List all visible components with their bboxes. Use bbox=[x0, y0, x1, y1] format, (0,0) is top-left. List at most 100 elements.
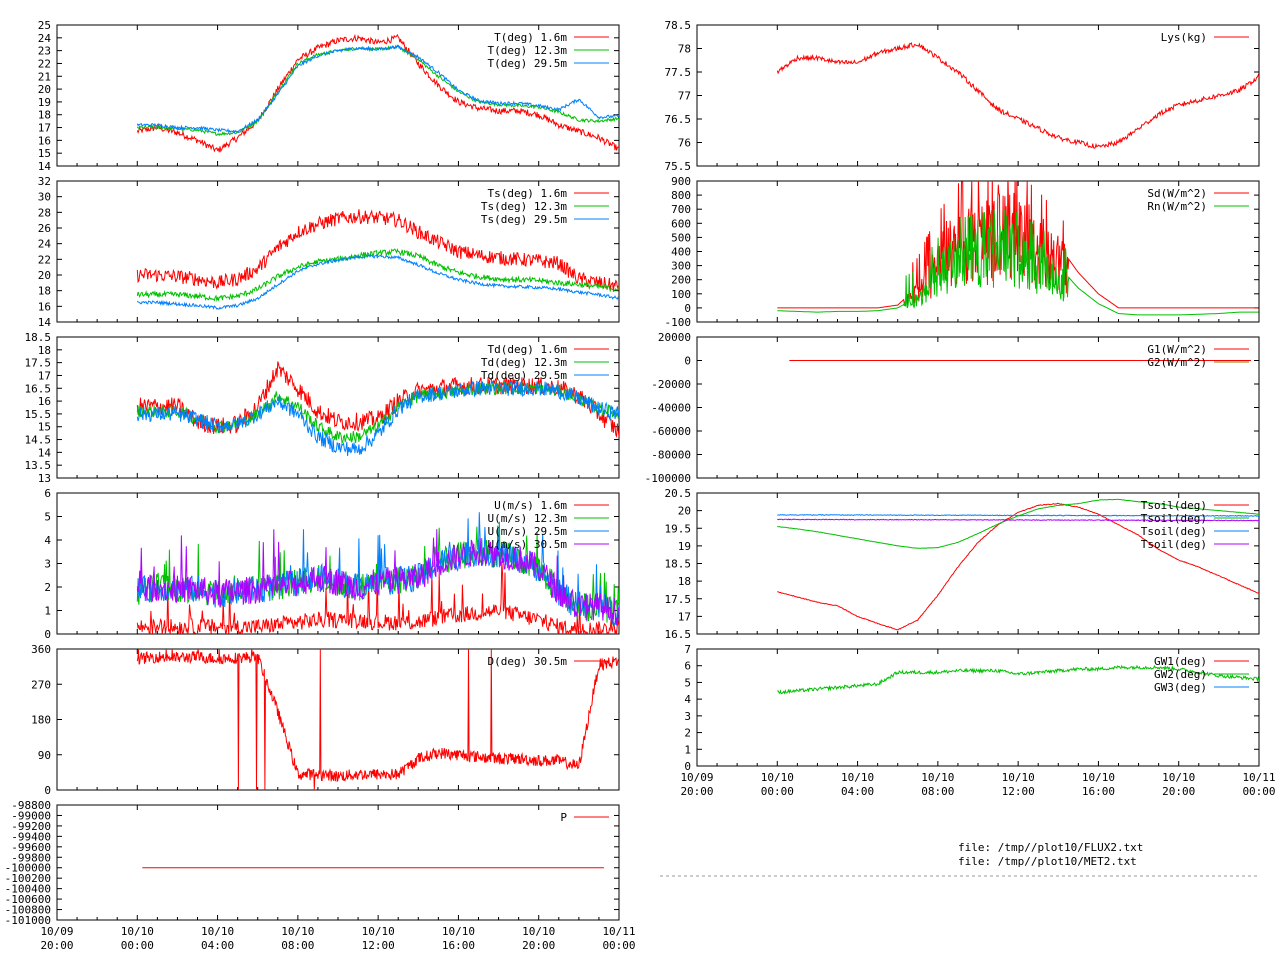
legend-label: U(m/s) 1.6m bbox=[494, 499, 567, 512]
x-tick-label-date: 10/10 bbox=[761, 771, 794, 784]
x-tick-label-time: 20:00 bbox=[1162, 785, 1195, 798]
panel-gw: 0123456710/0920:0010/1000:0010/1004:0010… bbox=[680, 643, 1275, 798]
y-tick-label: 16 bbox=[38, 300, 51, 313]
legend-label: Ts(deg) 1.6m bbox=[488, 187, 568, 200]
y-tick-label: 0 bbox=[44, 784, 51, 797]
x-tick-label-time: 16:00 bbox=[1082, 785, 1115, 798]
legend-label: U(m/s) 30.5m bbox=[488, 538, 568, 551]
y-tick-label: 0 bbox=[684, 302, 691, 315]
x-tick-label-date: 10/10 bbox=[442, 925, 475, 938]
legend-label: U(m/s) 29.5m bbox=[488, 525, 568, 538]
y-tick-label: 5 bbox=[684, 676, 691, 689]
y-tick-label: -101000 bbox=[5, 914, 51, 927]
legend-label: GW1(deg) bbox=[1154, 655, 1207, 668]
series-line-gw-1 bbox=[777, 664, 1259, 695]
y-tick-label: 77.5 bbox=[665, 66, 692, 79]
y-tick-label: 6 bbox=[684, 660, 691, 673]
x-tick-label-date: 10/11 bbox=[1242, 771, 1275, 784]
series-line-tsoil-2 bbox=[777, 514, 1259, 517]
y-tick-label: 18 bbox=[38, 344, 51, 357]
y-tick-label: 19 bbox=[678, 540, 691, 553]
file-label-met: file: /tmp//plot10/MET2.txt bbox=[958, 855, 1137, 868]
y-tick-label: 400 bbox=[671, 246, 691, 259]
legend-label: GW3(deg) bbox=[1154, 681, 1207, 694]
x-tick-label-date: 10/10 bbox=[281, 925, 314, 938]
y-tick-label: 78.5 bbox=[665, 19, 692, 32]
y-tick-label: 19 bbox=[38, 96, 51, 109]
y-tick-label: 0 bbox=[44, 628, 51, 641]
y-tick-label: 20000 bbox=[658, 331, 691, 344]
y-tick-label: 0 bbox=[684, 760, 691, 773]
y-tick-label: -100200 bbox=[5, 872, 51, 885]
y-tick-label: 16 bbox=[38, 134, 51, 147]
legend-label: P bbox=[560, 811, 567, 824]
y-tick-label: 3 bbox=[44, 558, 51, 571]
series-line-ts-0 bbox=[136, 209, 619, 292]
x-tick-label-date: 10/10 bbox=[1002, 771, 1035, 784]
y-tick-label: -100400 bbox=[5, 883, 51, 896]
y-tick-label: -98800 bbox=[11, 799, 51, 812]
x-tick-label-time: 16:00 bbox=[442, 939, 475, 952]
panel-lys: 75.5 76 76.5 77 77.5 78 78.5 Lys(kg) bbox=[665, 19, 1260, 173]
legend-label: T(deg) 1.6m bbox=[494, 31, 567, 44]
legend-label: Lys(kg) bbox=[1161, 31, 1207, 44]
x-tick-label-date: 10/10 bbox=[522, 925, 555, 938]
x-tick-label-date: 10/09 bbox=[680, 771, 713, 784]
y-tick-label: 18 bbox=[678, 575, 691, 588]
y-tick-label: 24 bbox=[38, 32, 52, 45]
y-tick-label: 18 bbox=[38, 285, 51, 298]
legend-label: D(deg) 30.5m bbox=[488, 655, 568, 668]
x-tick-label-date: 10/10 bbox=[121, 925, 154, 938]
y-tick-label: 76.5 bbox=[665, 113, 692, 126]
y-tick-label: 75.5 bbox=[665, 160, 692, 173]
y-tick-label: 180 bbox=[31, 714, 51, 727]
x-tick-label-time: 20:00 bbox=[680, 785, 713, 798]
x-tick-label-time: 12:00 bbox=[1002, 785, 1035, 798]
y-tick-label: 7 bbox=[684, 643, 691, 656]
y-tick-label: 76 bbox=[678, 137, 691, 150]
series-line-tsoil-3 bbox=[777, 518, 1259, 522]
y-tick-label: 2 bbox=[44, 581, 51, 594]
y-tick-label: 77 bbox=[678, 90, 691, 103]
y-tick-label: 20 bbox=[38, 269, 51, 282]
legend-label: Sd(W/m^2) bbox=[1147, 187, 1207, 200]
x-tick-label-time: 00:00 bbox=[121, 939, 154, 952]
y-tick-label: 20 bbox=[678, 505, 691, 518]
y-tick-label: 15 bbox=[38, 421, 51, 434]
x-tick-label-date: 10/10 bbox=[1082, 771, 1115, 784]
y-tick-label: 22 bbox=[38, 253, 51, 266]
legend-label: Rn(W/m^2) bbox=[1147, 200, 1207, 213]
x-tick-label-time: 04:00 bbox=[841, 785, 874, 798]
legend-label: Tsoil(deg) bbox=[1141, 512, 1207, 525]
y-tick-label: 22 bbox=[38, 57, 51, 70]
x-tick-label-time: 08:00 bbox=[281, 939, 314, 952]
y-tick-label: 17 bbox=[38, 369, 51, 382]
y-tick-label: 600 bbox=[671, 217, 691, 230]
series-line-ts-1 bbox=[136, 248, 619, 303]
y-tick-label: 17 bbox=[38, 122, 51, 135]
y-tick-label: 21 bbox=[38, 70, 51, 83]
y-tick-label: 16.5 bbox=[665, 628, 692, 641]
y-tick-label: -100000 bbox=[645, 472, 691, 485]
legend-label: Ts(deg) 12.3m bbox=[481, 200, 567, 213]
y-tick-label: -100 bbox=[665, 316, 692, 329]
y-tick-label: -100000 bbox=[5, 862, 51, 875]
y-tick-label: 30 bbox=[38, 191, 51, 204]
y-tick-label: -99200 bbox=[11, 820, 51, 833]
y-tick-label: 18.5 bbox=[25, 331, 52, 344]
y-tick-label: 900 bbox=[671, 175, 691, 188]
y-tick-label: 5 bbox=[44, 511, 51, 524]
x-tick-label-time: 00:00 bbox=[1242, 785, 1275, 798]
y-tick-label: 14 bbox=[38, 160, 52, 173]
x-tick-label-date: 10/09 bbox=[40, 925, 73, 938]
y-tick-label: 16 bbox=[38, 395, 51, 408]
y-tick-label: 200 bbox=[671, 274, 691, 287]
series-line-t-0 bbox=[136, 33, 619, 153]
y-tick-label: 13.5 bbox=[25, 459, 52, 472]
series-line-lys-0 bbox=[776, 41, 1259, 149]
y-tick-label: 500 bbox=[671, 231, 691, 244]
x-tick-label-date: 10/10 bbox=[841, 771, 874, 784]
y-tick-label: 26 bbox=[38, 222, 51, 235]
